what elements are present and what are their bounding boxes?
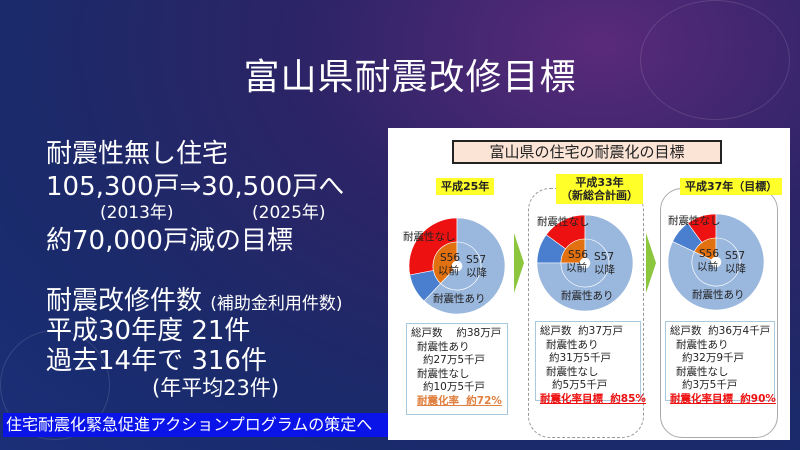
no-label: 耐震性なし (417, 367, 470, 380)
yes-count: 約31万5千戸 (549, 352, 612, 364)
no-label: 耐震性なし (676, 365, 729, 378)
inner-slice-post57 (691, 237, 741, 287)
info-box: 総戸数 約38万戸 耐震性あり 約27万5千戸 耐震性なし 約10万5千戸 耐震化率 約7… (406, 323, 508, 415)
label-s57: S57 (594, 251, 614, 263)
total: 総戸数 約37万戸 (540, 325, 624, 337)
yes-label: 耐震性あり (546, 338, 599, 351)
year-badge: 平成33年 （新総合計画） (556, 174, 643, 204)
text-line: (年平均23件) (152, 376, 280, 400)
text: 耐震改修件数 (46, 286, 203, 316)
text-line: 約70,000戸減の目標 (46, 226, 293, 256)
year-label: (2013年) (100, 203, 174, 223)
label-s57: 以降 (594, 263, 615, 276)
decor-circle (0, 330, 110, 440)
label-no-seismic: 耐震性なし (537, 215, 590, 228)
year: 平成33年 (575, 176, 624, 189)
rate: 耐震化率目標 約90% (670, 392, 776, 405)
text-line: 過去14年で 316件 (46, 346, 267, 376)
inner-slice-pre56 (432, 241, 458, 284)
decor-circle (640, 0, 790, 120)
label-seismic: 耐震性あり (433, 292, 486, 305)
label-s56: 以前 (566, 261, 587, 274)
yes-count: 約32万9千戸 (682, 352, 745, 364)
no-label: 耐震性なし (546, 365, 599, 378)
label-s56: 以前 (438, 264, 459, 277)
inner-slice-post57 (440, 241, 482, 291)
text-line: 平成30年度 21件 (46, 316, 251, 346)
inner-slice-post57 (560, 238, 610, 288)
label-no-seismic: 耐震性なし (403, 230, 456, 243)
rate: 耐震化率 約72% (417, 394, 502, 407)
year-label: (2025年) (252, 203, 326, 223)
label-seismic: 耐震性あり (561, 289, 614, 302)
yes-count: 約27万5千戸 (423, 354, 486, 366)
info-box: 総戸数 約36万4千戸 耐震性あり 約32万9千戸 耐震性なし 約3万5千戸 耐震化率目標… (665, 321, 776, 405)
slide-title: 富山県耐震改修目標 (243, 57, 577, 98)
label-s56: S56 (699, 248, 719, 260)
arrow-icon (646, 233, 656, 293)
donut-charts: 耐震性なしS56以前S57以降耐震性あり耐震性なしS56以前S57以降耐震性あり… (403, 213, 765, 315)
no-count: 約3万5千戸 (682, 379, 738, 391)
label-s57: 以降 (466, 266, 487, 279)
label-s57: 以降 (725, 262, 746, 275)
action-banner: 住宅耐震化緊急促進アクションプログラムの策定へ (3, 413, 388, 437)
yes-label: 耐震性あり (676, 338, 729, 351)
rate: 耐震化率目標 約85% (540, 392, 646, 405)
inner-slice-pre56 (560, 238, 586, 264)
year-badge: 平成25年 (436, 178, 495, 195)
label-s56: 以前 (697, 260, 718, 273)
info-box: 総戸数 約37万戸 耐震性あり 約31万5千戸 耐震性なし 約5万5千戸 耐震化率目標 約… (535, 321, 646, 405)
arrow-icon (514, 233, 524, 293)
label-s56: S56 (440, 252, 460, 264)
label-no-seismic: 耐震性なし (668, 214, 721, 227)
label-seismic: 耐震性あり (692, 288, 745, 301)
label-s57: S57 (466, 254, 486, 266)
yes-label: 耐震性あり (417, 340, 470, 353)
no-count: 約10万5千戸 (423, 381, 486, 393)
label-s57: S57 (725, 250, 745, 262)
note: (補助金利用件数) (210, 294, 343, 314)
panel-title: 富山県の住宅の耐震化の目標 (452, 140, 722, 164)
total: 総戸数 約38万戸 (411, 327, 502, 339)
text-line: 耐震改修件数 (補助金利用件数) (46, 280, 343, 317)
no-count: 約5万5千戸 (552, 379, 608, 391)
text-line: 耐震性無し住宅 (46, 139, 229, 169)
text-line: 105,300戸⇒30,500戸へ (46, 172, 345, 202)
year-note: （新総合計画） (561, 189, 638, 202)
target-panel: 富山県の住宅の耐震化の目標 平成25年 平成33年 （新総合計画） 平成37年（目… (388, 128, 790, 440)
year-badge: 平成37年（目標） (680, 178, 783, 195)
total: 総戸数 約36万4千戸 (670, 325, 771, 337)
label-s56: S56 (568, 249, 588, 261)
